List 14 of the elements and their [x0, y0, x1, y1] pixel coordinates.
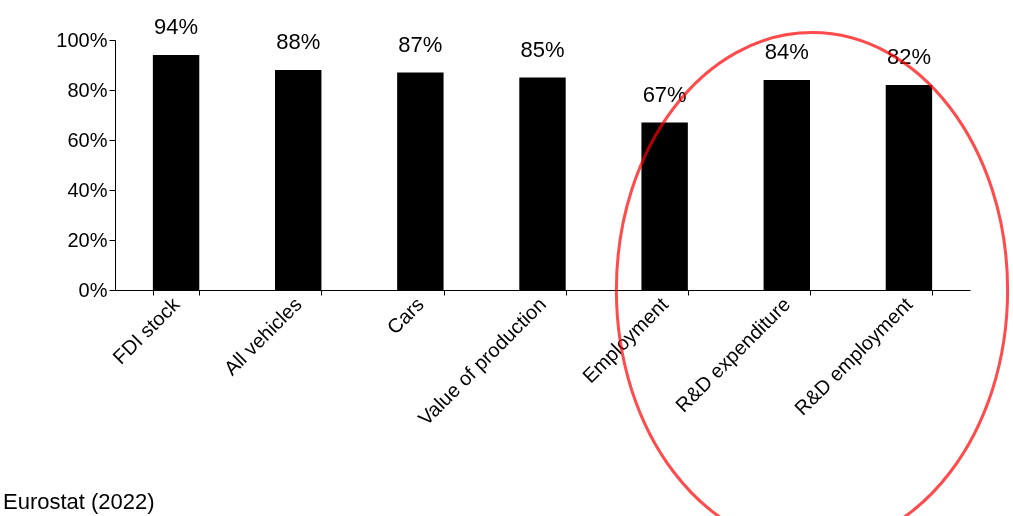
- data-label: 88%: [276, 29, 321, 54]
- data-label: 84%: [764, 39, 809, 64]
- y-tick-label: 20%: [67, 228, 108, 251]
- data-label: 94%: [154, 14, 199, 39]
- y-tick-label: 60%: [67, 128, 108, 151]
- x-tick-label: Cars: [382, 293, 428, 339]
- y-tick-label: 80%: [67, 78, 108, 101]
- text: Eurostat (2022): [3, 489, 155, 514]
- data-label: 67%: [642, 81, 687, 107]
- data-label: 87%: [398, 31, 443, 57]
- y-tick-label: 40%: [67, 178, 108, 201]
- data-label: 85%: [520, 36, 565, 62]
- y-tick-label: 0%: [78, 278, 108, 301]
- y-tick-label: 100%: [56, 28, 108, 51]
